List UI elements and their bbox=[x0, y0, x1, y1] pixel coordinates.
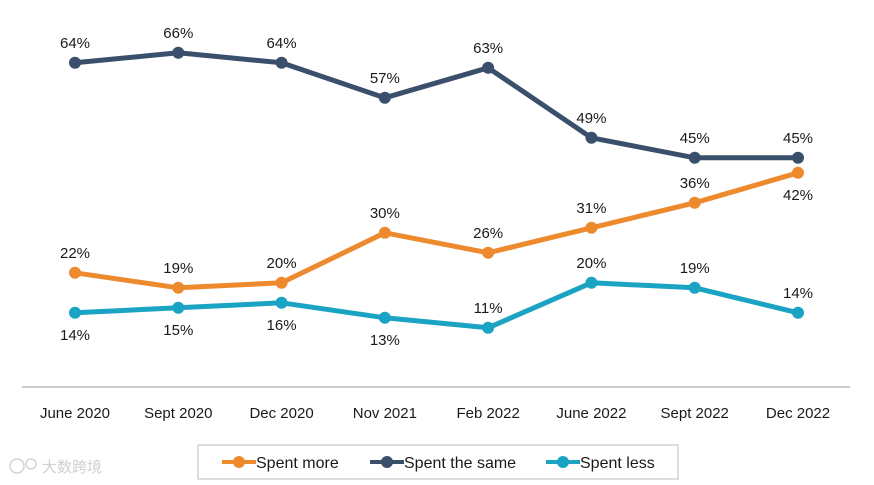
data-point-spent-the-same-7 bbox=[792, 151, 804, 164]
data-point-spent-less-3 bbox=[378, 311, 391, 324]
data-point-spent-the-same-3 bbox=[378, 91, 391, 104]
data-point-spent-the-same-4 bbox=[482, 61, 495, 74]
data-point-spent-the-same-1 bbox=[172, 46, 185, 59]
watermark: 大数跨境 bbox=[9, 458, 102, 476]
data-point-spent-more-0 bbox=[69, 266, 81, 279]
data-point-spent-less-5 bbox=[585, 276, 598, 289]
data-point-spent-more-3 bbox=[378, 226, 391, 239]
legend-marker-spent-the-same bbox=[381, 456, 393, 468]
data-label-spent-more-1: 19% bbox=[163, 260, 193, 277]
data-point-spent-more-4 bbox=[482, 246, 495, 259]
data-label-spent-the-same-4: 63% bbox=[473, 40, 503, 57]
data-point-spent-more-6 bbox=[688, 196, 701, 209]
data-point-spent-the-same-0 bbox=[69, 56, 81, 69]
watermark-logo-icon bbox=[9, 458, 37, 474]
data-label-spent-more-7: 42% bbox=[783, 187, 813, 204]
legend-marker-spent-less bbox=[557, 456, 569, 468]
data-label-spent-more-3: 30% bbox=[370, 205, 400, 222]
x-tick-label-4: Feb 2022 bbox=[456, 405, 519, 422]
data-label-spent-more-6: 36% bbox=[680, 175, 710, 192]
data-label-spent-the-same-3: 57% bbox=[370, 70, 400, 87]
legend: Spent more Spent the same Spent less bbox=[197, 444, 679, 480]
x-tick-label-6: Sept 2022 bbox=[661, 405, 729, 422]
data-point-spent-more-2 bbox=[275, 276, 288, 289]
legend-label-spent-less: Spent less bbox=[580, 455, 655, 472]
data-label-spent-more-2: 20% bbox=[267, 255, 297, 272]
legend-label-spent-more: Spent more bbox=[256, 455, 339, 472]
data-label-spent-less-6: 19% bbox=[680, 260, 710, 277]
data-label-spent-less-3: 13% bbox=[370, 332, 400, 349]
series-line-spent-the-same bbox=[72, 50, 801, 161]
data-point-spent-less-0 bbox=[69, 306, 81, 319]
data-point-spent-less-1 bbox=[172, 301, 185, 314]
data-point-spent-less-6 bbox=[688, 281, 701, 294]
data-point-spent-the-same-6 bbox=[688, 151, 701, 164]
x-tick-label-0: June 2020 bbox=[40, 405, 110, 422]
data-point-spent-more-5 bbox=[585, 221, 598, 234]
data-label-spent-the-same-6: 45% bbox=[680, 130, 710, 147]
data-label-spent-less-2: 16% bbox=[267, 317, 297, 334]
series-line-spent-less bbox=[72, 280, 801, 331]
data-label-layer: 64% 66% 64% 57% 63% 49% 45% 45% 22% 19% 20% 30% 26% 3… bbox=[60, 25, 813, 349]
x-tick-layer: June 2020 Sept 2020 Dec 2020 Nov 2021 Feb 20… bbox=[40, 405, 830, 422]
x-tick-label-5: June 2022 bbox=[556, 405, 626, 422]
data-label-spent-the-same-0: 64% bbox=[60, 35, 90, 52]
x-tick-label-2: Dec 2020 bbox=[249, 405, 313, 422]
data-label-spent-less-1: 15% bbox=[163, 322, 193, 339]
data-label-spent-less-7: 14% bbox=[783, 285, 813, 302]
data-label-spent-more-4: 26% bbox=[473, 225, 503, 242]
data-point-spent-more-1 bbox=[172, 281, 185, 294]
series-layer bbox=[69, 46, 804, 334]
x-tick-label-1: Sept 2020 bbox=[144, 405, 212, 422]
data-label-spent-the-same-5: 49% bbox=[576, 110, 606, 127]
watermark-text: 大数跨境 bbox=[42, 458, 102, 476]
data-label-spent-more-5: 31% bbox=[576, 200, 606, 217]
x-tick-label-7: Dec 2022 bbox=[766, 405, 830, 422]
data-point-spent-less-7 bbox=[792, 306, 804, 319]
data-label-spent-the-same-2: 64% bbox=[267, 35, 297, 52]
series-line-spent-more bbox=[72, 170, 801, 291]
data-point-spent-less-4 bbox=[482, 321, 495, 334]
data-point-spent-more-7 bbox=[792, 166, 804, 179]
data-label-spent-the-same-7: 45% bbox=[783, 130, 813, 147]
data-label-spent-less-0: 14% bbox=[60, 327, 90, 344]
data-label-spent-more-0: 22% bbox=[60, 245, 90, 262]
data-label-spent-less-4: 11% bbox=[474, 300, 503, 317]
data-point-spent-less-2 bbox=[275, 296, 288, 309]
data-label-spent-less-5: 20% bbox=[576, 255, 606, 272]
legend-label-spent-the-same: Spent the same bbox=[404, 455, 516, 472]
x-tick-label-3: Nov 2021 bbox=[353, 405, 417, 422]
data-label-spent-the-same-1: 66% bbox=[163, 25, 193, 42]
legend-marker-spent-more bbox=[233, 456, 245, 468]
data-point-spent-the-same-5 bbox=[585, 131, 598, 144]
legend-box bbox=[197, 444, 679, 480]
data-point-spent-the-same-2 bbox=[275, 56, 288, 69]
